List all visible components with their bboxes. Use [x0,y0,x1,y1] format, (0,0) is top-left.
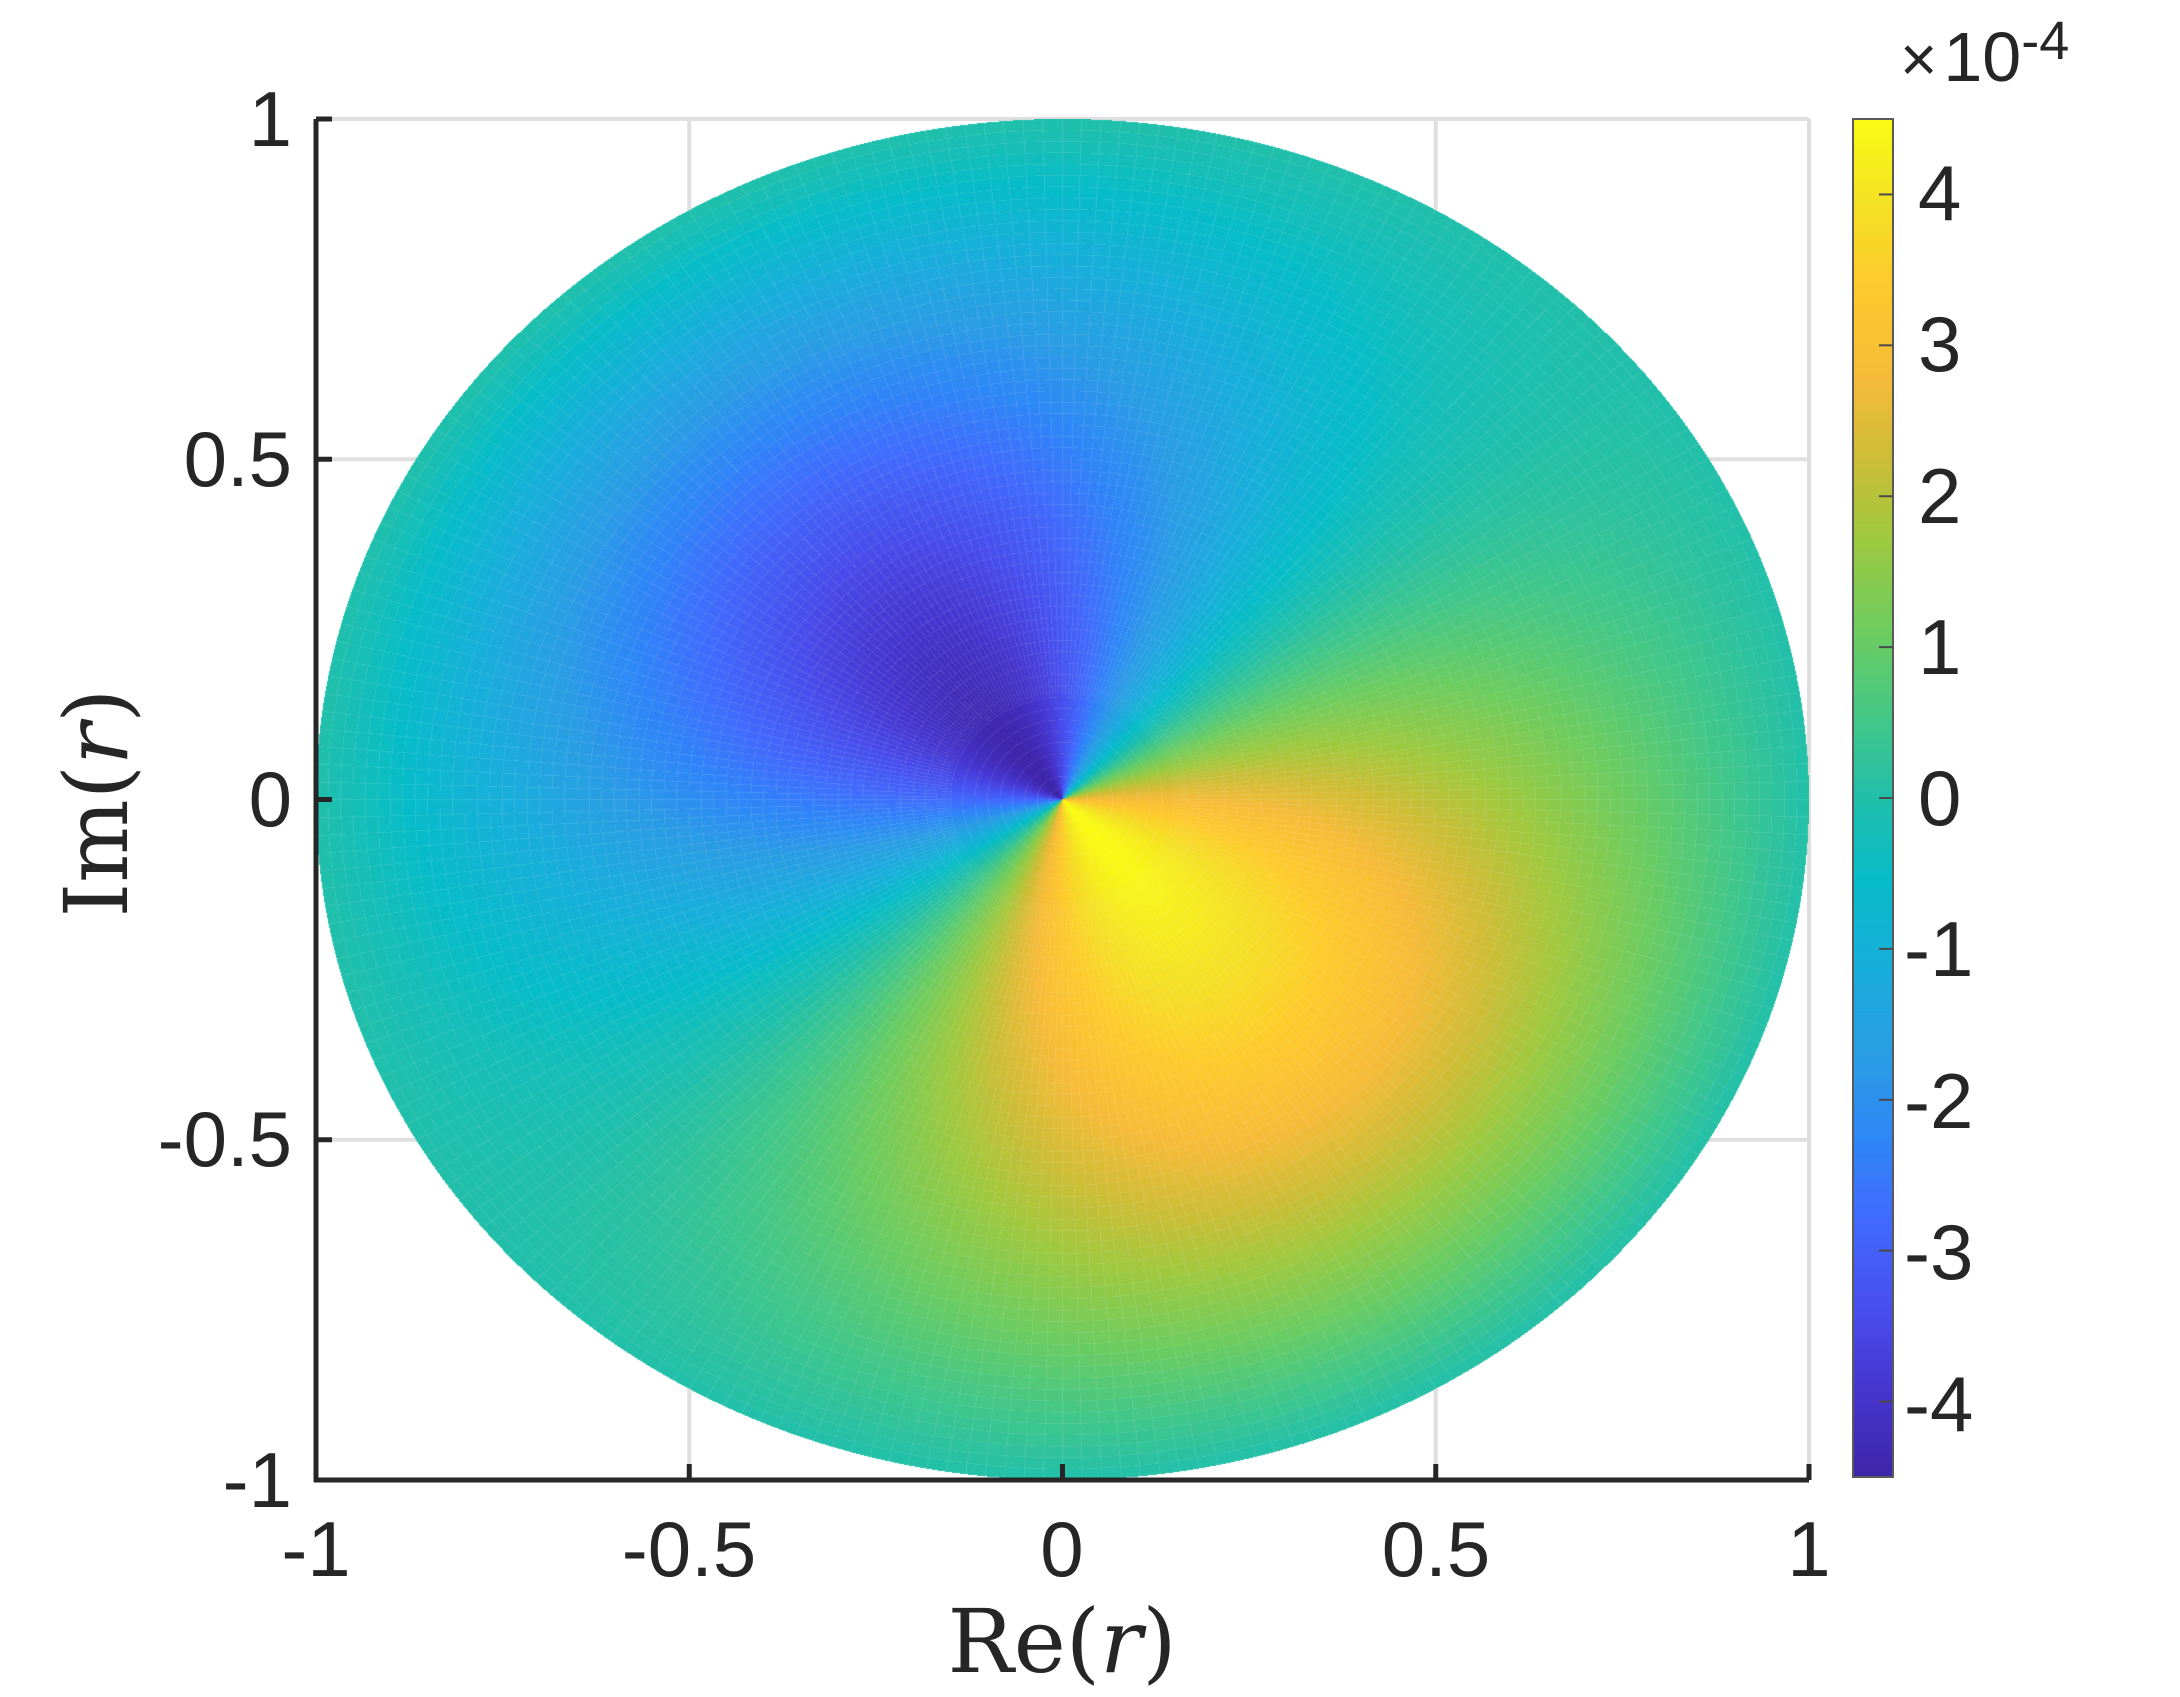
y-tick-label: 1 [248,75,292,163]
colorbar-multiplier: ×10-4 [1900,14,2069,95]
colorbar-tick-label: -2 [1904,1057,1974,1145]
x-axis-label-prefix: Re( [947,1590,1101,1693]
x-tick-label: -0.5 [621,1505,757,1593]
x-tick-label: 0 [1040,1505,1084,1593]
x-axis-label-suffix: ) [1142,1590,1177,1693]
y-tick-label: -0.5 [157,1095,292,1183]
y-axis-label-variable: r [45,722,148,765]
times-symbol: × [1900,23,1938,95]
heatmap-surface [316,119,1809,1480]
x-tick-label: -1 [281,1505,351,1593]
multiplier-base: 10 [1943,18,2022,96]
y-axis-label: Im(r) [45,689,148,918]
y-axis-label-prefix: Im( [45,764,148,918]
y-tick-label: 0.5 [183,415,292,503]
y-tick-label: 0 [248,755,292,843]
multiplier-exponent: -4 [2021,11,2070,71]
y-axis-label-suffix: ) [45,688,148,723]
colorbar [1853,119,1893,1477]
y-tick-label: -1 [222,1436,292,1524]
colorbar-tick-label: -1 [1904,905,1974,993]
colorbar-tick-label: -3 [1904,1208,1974,1296]
x-tick-label: 0.5 [1381,1505,1491,1593]
x-axis-label-variable: r [1100,1590,1143,1693]
colorbar-tick-label: 0 [1918,754,1962,842]
x-tick-label: 1 [1787,1505,1831,1593]
colorbar-tick-label: -4 [1904,1360,1974,1448]
colorbar-tick-label: 1 [1918,603,1962,691]
colorbar-tick-label: 3 [1918,300,1962,388]
colorbar-tick-label: 4 [1918,149,1962,237]
colorbar-tick-label: 2 [1918,452,1962,540]
x-axis-label: Re(r) [947,1598,1176,1686]
